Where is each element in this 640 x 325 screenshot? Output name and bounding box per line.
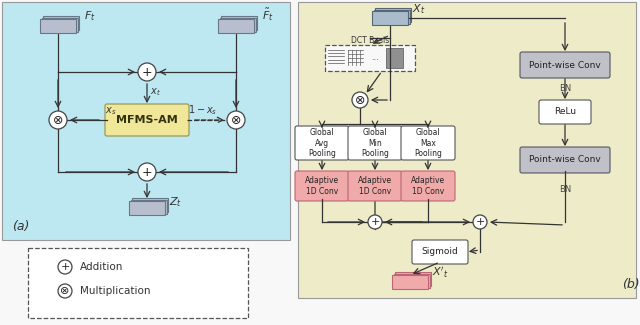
Bar xyxy=(132,198,168,212)
FancyBboxPatch shape xyxy=(348,171,402,201)
Bar xyxy=(220,18,255,32)
Bar xyxy=(372,11,408,25)
Bar xyxy=(374,9,410,23)
FancyBboxPatch shape xyxy=(412,240,468,264)
Text: $F_t$: $F_t$ xyxy=(84,9,96,23)
Bar xyxy=(392,275,428,289)
Text: BN: BN xyxy=(559,84,571,93)
FancyBboxPatch shape xyxy=(401,126,455,160)
Circle shape xyxy=(368,215,382,229)
Bar xyxy=(218,19,254,33)
Text: Sigmoid: Sigmoid xyxy=(422,248,458,256)
Text: Global
Min
Pooling: Global Min Pooling xyxy=(361,128,389,158)
Text: Multiplication: Multiplication xyxy=(80,286,150,296)
FancyBboxPatch shape xyxy=(539,100,591,124)
Text: +: + xyxy=(476,217,484,227)
Text: $x_t$: $x_t$ xyxy=(150,86,161,98)
Text: $X_t$: $X_t$ xyxy=(412,2,426,16)
Bar xyxy=(2,2,290,240)
Bar xyxy=(131,200,166,214)
Circle shape xyxy=(58,260,72,274)
Text: BN: BN xyxy=(559,185,571,193)
Text: +: + xyxy=(141,165,152,178)
Text: Point-wise Conv: Point-wise Conv xyxy=(529,60,601,70)
Text: Adaptive
1D Conv: Adaptive 1D Conv xyxy=(411,176,445,196)
FancyBboxPatch shape xyxy=(401,171,455,201)
Text: Global
Avg
Pooling: Global Avg Pooling xyxy=(308,128,336,158)
Text: Global
Max
Pooling: Global Max Pooling xyxy=(414,128,442,158)
Bar xyxy=(395,272,431,286)
Bar xyxy=(28,248,248,318)
Text: Adaptive
1D Conv: Adaptive 1D Conv xyxy=(358,176,392,196)
Bar xyxy=(40,19,76,33)
Circle shape xyxy=(138,163,156,181)
FancyBboxPatch shape xyxy=(295,126,349,160)
Text: ⊗: ⊗ xyxy=(52,113,63,126)
Bar xyxy=(43,16,79,30)
Text: $x_s$: $x_s$ xyxy=(105,105,116,117)
Bar xyxy=(375,8,411,22)
Text: DCT Basis: DCT Basis xyxy=(351,36,389,45)
Text: $\tilde{F}_t$: $\tilde{F}_t$ xyxy=(262,6,274,23)
Bar xyxy=(129,201,165,215)
Text: $Z_t$: $Z_t$ xyxy=(169,195,182,209)
Bar xyxy=(386,48,403,68)
Text: MFMS-AM: MFMS-AM xyxy=(116,115,178,125)
Text: ⊗: ⊗ xyxy=(60,286,70,296)
Bar xyxy=(42,18,77,32)
Text: ⊗: ⊗ xyxy=(231,113,241,126)
Text: Adaptive
1D Conv: Adaptive 1D Conv xyxy=(305,176,339,196)
Circle shape xyxy=(473,215,487,229)
Text: $X'_t$: $X'_t$ xyxy=(432,265,449,280)
FancyBboxPatch shape xyxy=(348,126,402,160)
Bar xyxy=(394,274,429,288)
Circle shape xyxy=(58,284,72,298)
FancyBboxPatch shape xyxy=(105,104,189,136)
FancyBboxPatch shape xyxy=(295,171,349,201)
Circle shape xyxy=(138,63,156,81)
Bar xyxy=(298,2,636,298)
Text: ⊗: ⊗ xyxy=(355,94,365,107)
Text: +: + xyxy=(60,262,70,272)
FancyBboxPatch shape xyxy=(520,52,610,78)
Bar xyxy=(221,16,257,30)
Text: +: + xyxy=(141,66,152,79)
Circle shape xyxy=(352,92,368,108)
Bar xyxy=(325,45,415,71)
Text: (b): (b) xyxy=(622,278,639,291)
Text: Addition: Addition xyxy=(80,262,124,272)
Text: ReLu: ReLu xyxy=(554,108,576,116)
Circle shape xyxy=(49,111,67,129)
FancyBboxPatch shape xyxy=(520,147,610,173)
Text: $1-x_s$: $1-x_s$ xyxy=(188,103,218,117)
Text: Point-wise Conv: Point-wise Conv xyxy=(529,155,601,164)
Text: (a): (a) xyxy=(12,220,29,233)
Text: ...: ... xyxy=(371,54,379,62)
Circle shape xyxy=(227,111,245,129)
Text: +: + xyxy=(371,217,380,227)
